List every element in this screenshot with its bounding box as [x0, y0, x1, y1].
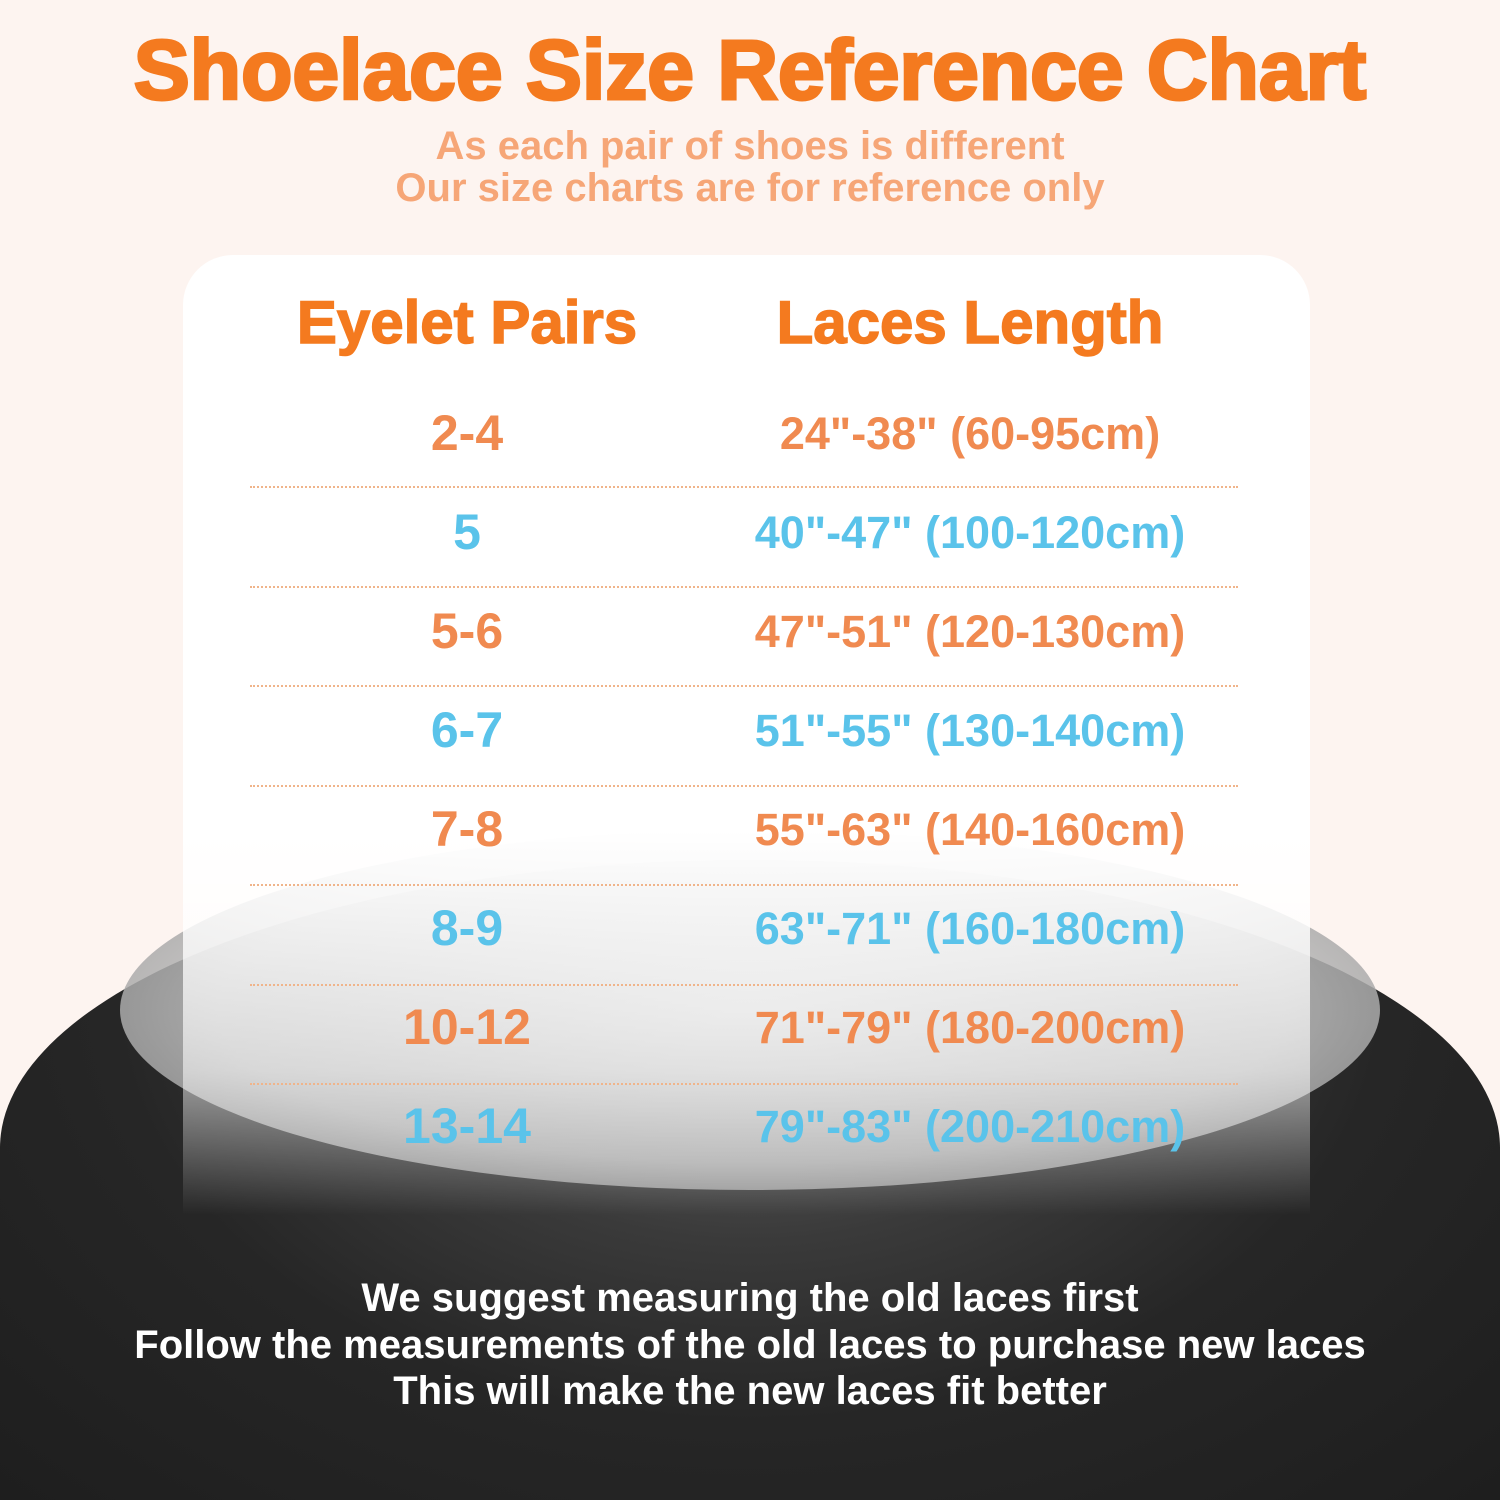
row-divider	[250, 784, 1238, 787]
laces-length-cell: 55"-63" (140-160cm)	[754, 804, 1186, 855]
subtitle-line-2: Our size charts are for reference only	[395, 166, 1105, 210]
footer-line-1: We suggest measuring the old laces first	[361, 1276, 1139, 1320]
laces-length-cell: 63"-71" (160-180cm)	[754, 903, 1186, 954]
footer-line-3: This will make the new laces fit better	[393, 1369, 1107, 1413]
row-divider	[250, 486, 1238, 488]
eyelet-pairs-cell: 13-14	[403, 1098, 531, 1154]
row-divider	[250, 685, 1238, 687]
laces-length-cell: 71"-79" (180-200cm)	[754, 1002, 1186, 1053]
row-divider	[250, 884, 1238, 886]
eyelet-pairs-cell: 5	[453, 504, 481, 560]
page-title: Shoelace Size Reference Chart	[132, 22, 1368, 119]
size-table-card	[183, 255, 1310, 1215]
laces-length-cell: 79"-83" (200-210cm)	[754, 1101, 1186, 1152]
row-divider	[250, 585, 1238, 588]
laces-length-cell: 51"-55" (130-140cm)	[754, 705, 1186, 756]
subtitle-line-1: As each pair of shoes is different	[435, 124, 1065, 168]
eyelet-pairs-cell: 6-7	[430, 702, 504, 758]
eyelet-pairs-cell: 5-6	[430, 603, 504, 659]
eyelet-pairs-cell: 7-8	[430, 801, 504, 857]
table-row: 5-6 47"-51" (120-130cm)	[0, 602, 1500, 662]
footer-line-2: Follow the measurements of the old laces…	[134, 1323, 1366, 1367]
eyelet-pairs-cell: 8-9	[430, 900, 504, 956]
table-row: 8-9 63"-71" (160-180cm)	[0, 899, 1500, 959]
table-row: 6-7 51"-55" (130-140cm)	[0, 701, 1500, 761]
eyelet-pairs-cell: 2-4	[430, 405, 504, 461]
table-row: 13-14 79"-83" (200-210cm)	[0, 1097, 1500, 1157]
laces-length-cell: 24"-38" (60-95cm)	[779, 408, 1161, 459]
header-eyelet-pairs: Eyelet Pairs	[296, 288, 638, 357]
table-row: 2-4 24"-38" (60-95cm)	[0, 404, 1500, 464]
laces-length-cell: 47"-51" (120-130cm)	[754, 606, 1186, 657]
laces-length-cell: 40"-47" (100-120cm)	[754, 507, 1186, 558]
table-row: 7-8 55"-63" (140-160cm)	[0, 800, 1500, 860]
table-row: 10-12 71"-79" (180-200cm)	[0, 998, 1500, 1058]
row-divider	[250, 1083, 1238, 1085]
row-divider	[250, 983, 1238, 986]
table-row: 5 40"-47" (100-120cm)	[0, 503, 1500, 563]
header-laces-length: Laces Length	[776, 288, 1164, 357]
eyelet-pairs-cell: 10-12	[403, 999, 531, 1055]
